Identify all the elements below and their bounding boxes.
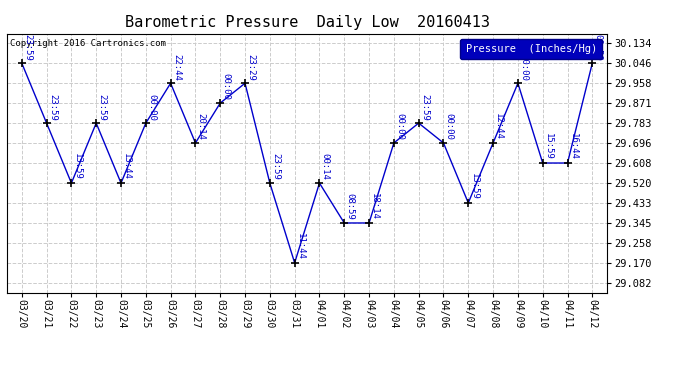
Text: 00:00: 00:00 [221,74,230,100]
Legend: Pressure  (Inches/Hg): Pressure (Inches/Hg) [460,39,602,59]
Text: 23:59: 23:59 [271,153,280,180]
Text: 11:44: 11:44 [296,233,305,260]
Text: 08:59: 08:59 [346,194,355,220]
Text: 23:59: 23:59 [48,93,57,120]
Text: 23:59: 23:59 [23,33,32,60]
Text: 23:59: 23:59 [97,93,106,120]
Text: 13:44: 13:44 [122,153,131,180]
Title: Barometric Pressure  Daily Low  20160413: Barometric Pressure Daily Low 20160413 [125,15,489,30]
Text: 00:59: 00:59 [593,33,602,60]
Text: 00:00: 00:00 [147,93,156,120]
Text: 00:14: 00:14 [321,153,330,180]
Text: 22:44: 22:44 [172,54,181,81]
Text: 23:29: 23:29 [246,54,255,81]
Text: 13:59: 13:59 [469,173,479,200]
Text: 00:00: 00:00 [445,113,454,140]
Text: 13:59: 13:59 [72,153,81,180]
Text: 20:14: 20:14 [197,113,206,140]
Text: 23:59: 23:59 [420,93,429,120]
Text: 18:14: 18:14 [371,194,380,220]
Text: 00:00: 00:00 [395,113,404,140]
Text: 00:00: 00:00 [519,54,528,81]
Text: Copyright 2016 Cartronics.com: Copyright 2016 Cartronics.com [10,39,166,48]
Text: 16:44: 16:44 [569,134,578,160]
Text: 15:59: 15:59 [544,134,553,160]
Text: 12:44: 12:44 [494,113,503,140]
